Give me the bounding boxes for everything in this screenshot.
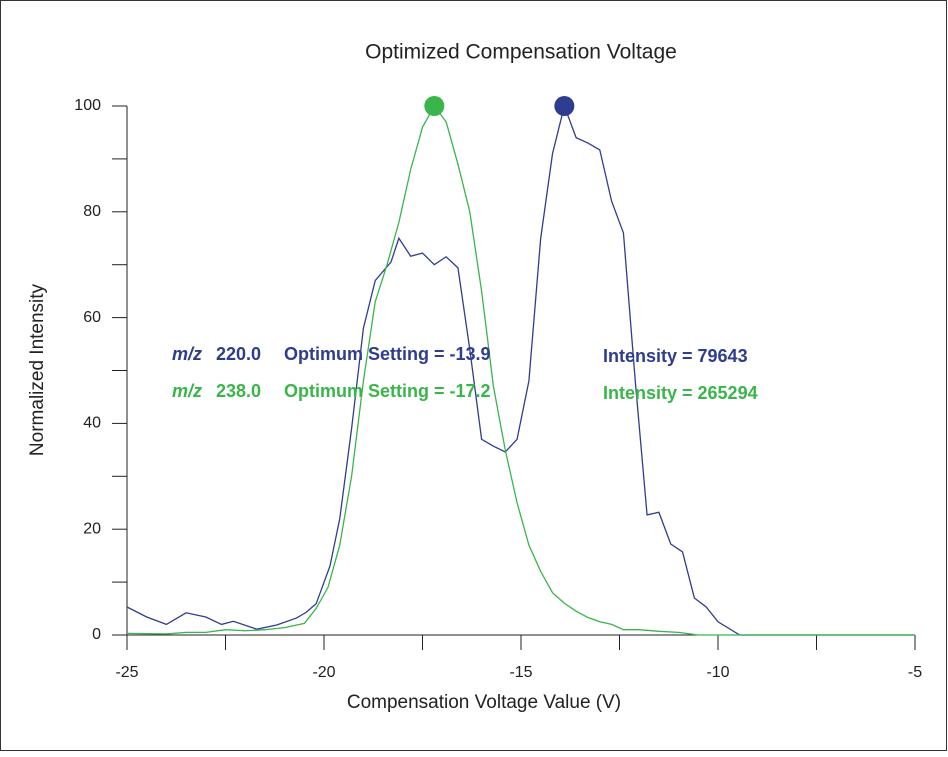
- x-tick-label: -20: [312, 664, 335, 681]
- y-tick-label: 40: [83, 415, 101, 432]
- annotation-intensity: Intensity = 79643: [603, 346, 748, 366]
- x-tick-label: -25: [115, 664, 138, 681]
- annotation-optimum: Optimum Setting = -17.2: [284, 381, 491, 401]
- annotation-name: 238.0: [216, 381, 261, 401]
- y-tick-label: 20: [83, 520, 101, 537]
- peak-marker: [554, 96, 575, 116]
- x-tick-label: -5: [908, 664, 922, 681]
- peak-marker: [424, 96, 445, 116]
- y-tick-label: 0: [92, 626, 101, 643]
- annotation-name: 220.0: [216, 344, 261, 364]
- series-line: [126, 103, 915, 636]
- y-tick-label: 60: [83, 309, 101, 326]
- annotation-mz: m/z: [172, 344, 202, 364]
- x-tick-label: -10: [706, 664, 729, 681]
- series-line: [126, 104, 915, 636]
- y-axis-label: Normalized Intensity: [27, 283, 48, 456]
- x-tick-label: -15: [509, 664, 532, 681]
- annotation-mz: m/z: [172, 381, 202, 401]
- annotation-intensity: Intensity = 265294: [603, 383, 758, 403]
- chart-title: Optimized Compensation Voltage: [365, 41, 677, 64]
- y-tick-label: 80: [83, 203, 101, 220]
- x-axis-label: Compensation Voltage Value (V): [347, 692, 621, 713]
- annotation-optimum: Optimum Setting = -13.9: [284, 344, 491, 364]
- y-tick-label: 100: [74, 97, 101, 114]
